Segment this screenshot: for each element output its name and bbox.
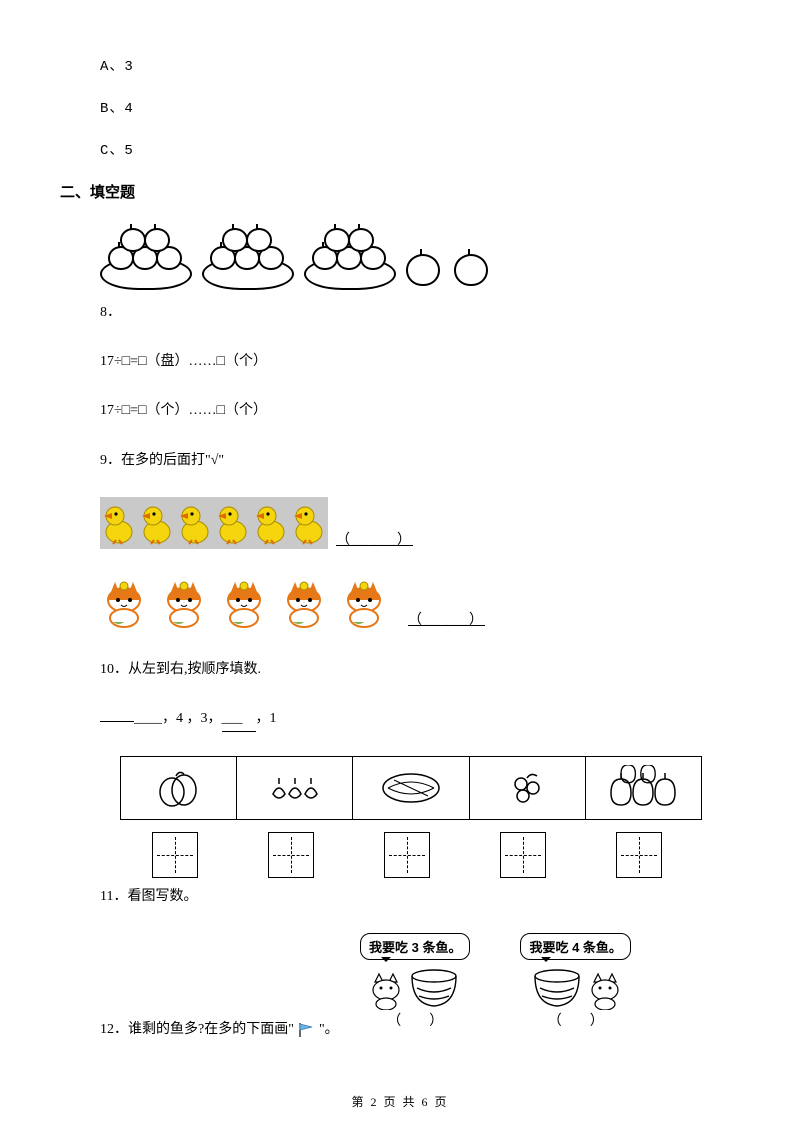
option-c: C、5 (100, 139, 740, 159)
q9-duck-blank[interactable]: （_____） (336, 529, 413, 549)
cat-icon-1 (369, 970, 403, 1010)
fruit-cell-4 (470, 757, 586, 819)
q10-blank-1[interactable] (100, 721, 134, 722)
section-2-heading: 二、填空题 (60, 181, 740, 202)
cat-icon (280, 577, 328, 629)
option-b: B、4 (100, 97, 740, 117)
speech-bubble-1: 我要吃 3 条鱼。 (360, 933, 470, 960)
q11-answer-boxes (152, 832, 740, 878)
bowl-icon-2 (530, 966, 584, 1010)
q10-seq-a: ____，4 ，3， (134, 711, 222, 726)
q9-cats-row: （_____） (100, 577, 740, 629)
duck-icon (138, 497, 176, 549)
duck-icon (290, 497, 328, 549)
duck-icon (100, 497, 138, 549)
q12-blank-2[interactable]: （ ） (548, 1010, 604, 1030)
q8-equation-1: 17÷□=□（盘）……□（个） (100, 349, 740, 374)
q10-sequence: ____，4 ，3，___，1 (100, 706, 740, 732)
q12-group-2: 我要吃 4 条鱼。 （ ） (520, 933, 630, 1030)
duck-icon (176, 497, 214, 549)
answer-box-5[interactable] (616, 832, 662, 878)
bowl-icon-1 (407, 966, 461, 1010)
cat-icon-2 (588, 970, 622, 1010)
plate-3 (304, 232, 392, 290)
q12-prefix: 12．谁剩的鱼多?在多的下面画" (100, 1022, 294, 1037)
q12-group-1: 我要吃 3 条鱼。 （ ） (360, 933, 470, 1030)
q11-text: 11．看图写数。 (100, 884, 740, 909)
duck-icon (252, 497, 290, 549)
fruit-cell-3 (353, 757, 469, 819)
loose-apple-2 (454, 254, 488, 286)
q10-text: 10．从左到右,按顺序填数. (100, 657, 740, 682)
q12-suffix: "。 (319, 1022, 339, 1037)
answer-box-2[interactable] (268, 832, 314, 878)
fruit-cell-1 (121, 757, 237, 819)
q8-image (100, 232, 740, 290)
loose-apple-1 (406, 254, 440, 286)
q10-seq-b: ，1 (256, 711, 277, 726)
answer-box-4[interactable] (500, 832, 546, 878)
q10-blank-2[interactable]: ___ (222, 706, 256, 732)
speech-bubble-2: 我要吃 4 条鱼。 (520, 933, 630, 960)
duck-icon (214, 497, 252, 549)
q11-fruit-table (120, 756, 702, 820)
q8-number: 8． (100, 300, 740, 325)
q9-ducks-row: （_____） (100, 497, 740, 549)
plate-2 (202, 232, 290, 290)
fruit-cell-5 (586, 757, 701, 819)
cat-icon (100, 577, 148, 629)
answer-box-1[interactable] (152, 832, 198, 878)
fruit-cell-2 (237, 757, 353, 819)
q8-equation-2: 17÷□=□（个）……□（个） (100, 398, 740, 423)
option-a: A、3 (100, 55, 740, 75)
page-footer: 第 2 页 共 6 页 (0, 1093, 800, 1110)
q9-text: 9．在多的后面打"√" (100, 448, 740, 473)
q12-blank-1[interactable]: （ ） (387, 1010, 443, 1030)
cat-icon (220, 577, 268, 629)
answer-box-3[interactable] (384, 832, 430, 878)
plate-1 (100, 232, 188, 290)
q9-cat-blank[interactable]: （_____） (408, 609, 485, 629)
flag-icon (297, 1022, 315, 1038)
cat-icon (340, 577, 388, 629)
cat-icon (160, 577, 208, 629)
